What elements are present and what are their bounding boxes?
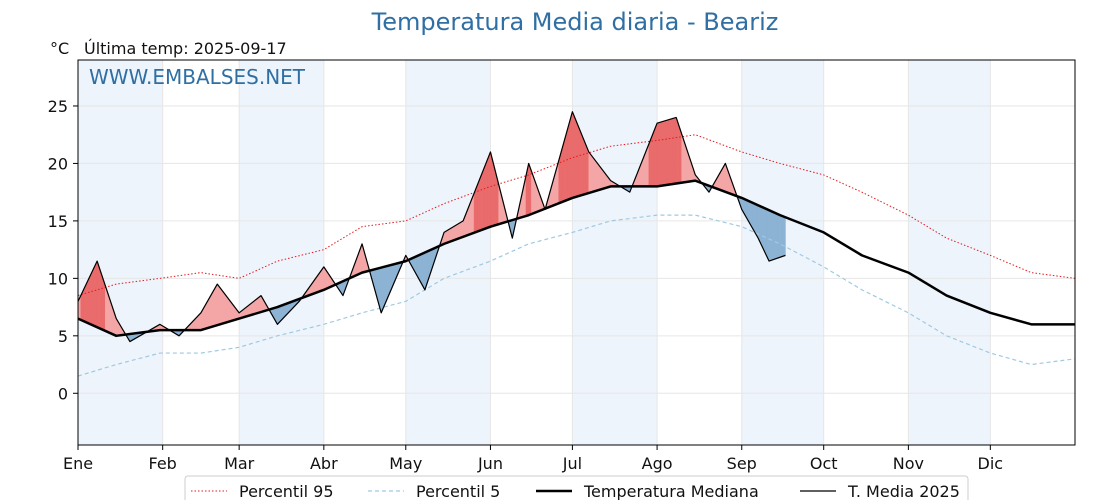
legend-label: T. Media 2025 xyxy=(847,482,960,500)
series-percentil-5 xyxy=(77,214,1076,377)
anomaly-fill xyxy=(214,283,218,327)
month-band xyxy=(405,60,491,445)
anomaly-fill xyxy=(782,215,786,257)
anomaly-fill xyxy=(219,286,224,325)
anomaly-fill xyxy=(662,120,666,186)
anomaly-fill xyxy=(91,266,95,327)
anomaly-fill xyxy=(476,179,480,233)
anomaly-fill xyxy=(482,165,486,231)
x-tick-label: Ago xyxy=(642,454,673,473)
x-tick-label: Sep xyxy=(727,454,757,473)
anomaly-fill xyxy=(96,261,101,329)
series-temperatura-mediana xyxy=(77,179,1075,338)
x-tick-label: Abr xyxy=(310,454,338,473)
x-tick-label: May xyxy=(389,454,422,473)
anomaly-fill xyxy=(484,158,488,230)
series-t-media-2025 xyxy=(77,111,786,343)
x-tick-label: Ene xyxy=(63,454,93,473)
anomaly-fill xyxy=(574,118,579,198)
anomaly-fill xyxy=(656,122,661,187)
last-temp-label: Última temp: 2025-09-17 xyxy=(84,39,287,58)
month-bands xyxy=(78,60,991,445)
x-tick-label: Dic xyxy=(978,454,1004,473)
anomaly-fill xyxy=(211,287,215,328)
y-tick-label: 5 xyxy=(58,327,68,346)
anomaly-fill xyxy=(763,207,767,256)
anomaly-fill xyxy=(451,225,456,242)
x-tick-label: Feb xyxy=(149,454,177,473)
anomaly-fill xyxy=(665,119,669,186)
anomaly-fill xyxy=(766,208,770,262)
anomaly-fill xyxy=(85,278,90,324)
y-tick-label: 25 xyxy=(48,97,68,116)
anomaly-fill xyxy=(222,290,226,324)
anomaly-fill xyxy=(768,209,773,262)
anomaly-fill xyxy=(94,261,98,328)
y-tick-label: 10 xyxy=(48,269,68,288)
plot-frame xyxy=(77,59,1076,446)
legend-label: Temperatura Mediana xyxy=(583,482,759,500)
month-band xyxy=(239,60,324,445)
anomaly-fill xyxy=(88,272,92,326)
anomaly-fill xyxy=(217,283,221,326)
anomaly-fill xyxy=(583,138,587,195)
y-unit-label: °C xyxy=(50,39,70,58)
anomaly-fill xyxy=(594,158,598,192)
legend: Percentil 95 Percentil 5 Temperatura Media… xyxy=(184,475,969,500)
month-band xyxy=(908,60,991,445)
anomaly-fill xyxy=(454,223,458,241)
y-tick-label: 0 xyxy=(58,384,68,403)
anomaly-fill xyxy=(596,161,600,191)
anomaly-fill xyxy=(577,125,581,197)
anomaly-fill xyxy=(479,172,483,232)
anomaly-fill xyxy=(421,252,426,291)
anomaly-fill xyxy=(588,151,592,194)
anomaly-fill xyxy=(777,213,781,259)
anomaly-fill xyxy=(654,123,658,187)
anomaly-fill xyxy=(460,220,464,239)
anomaly-fill xyxy=(569,111,573,200)
x-tick-label: Oct xyxy=(810,454,838,473)
y-tick-label: 20 xyxy=(48,154,68,173)
x-axis: Ene Feb Mar Abr May Jun Jul Ago Sep Oct Nov Dic xyxy=(63,445,1003,473)
anomaly-fill xyxy=(566,121,570,201)
month-band xyxy=(78,60,163,445)
anomaly-fill xyxy=(225,294,229,324)
anomaly-fill xyxy=(580,131,584,196)
anomaly-fill xyxy=(487,151,491,229)
anomaly-fill xyxy=(673,117,677,185)
anomaly-fill xyxy=(670,117,674,185)
anomaly-fill xyxy=(572,111,576,199)
chart-title: Temperatura Media diaria - Beariz xyxy=(371,8,779,36)
watermark-text: WWW.EMBALSES.NET xyxy=(89,65,306,89)
legend-label: Percentil 5 xyxy=(416,482,500,500)
x-tick-label: Jun xyxy=(477,454,503,473)
anomaly-fill xyxy=(99,269,103,331)
anomaly-fill xyxy=(667,118,671,186)
x-tick-label: Jul xyxy=(562,454,582,473)
x-tick-label: Nov xyxy=(893,454,924,473)
legend-box xyxy=(184,475,969,500)
anomaly-fill xyxy=(457,222,461,240)
anomaly-fill xyxy=(779,214,783,258)
anomaly-fill xyxy=(760,206,764,250)
x-tick-label: Mar xyxy=(224,454,255,473)
anomaly-fill xyxy=(774,212,778,260)
month-band xyxy=(572,60,658,445)
y-axis: 0 5 10 15 20 25 xyxy=(48,97,78,403)
legend-label: Percentil 95 xyxy=(239,482,334,500)
anomaly-fill xyxy=(771,211,775,261)
anomaly-fill xyxy=(591,154,595,193)
anomaly-fill xyxy=(585,145,590,195)
series-lines xyxy=(77,111,1076,377)
y-tick-label: 15 xyxy=(48,212,68,231)
anomaly-fill xyxy=(675,117,680,184)
anomaly-fill xyxy=(659,121,663,187)
anomaly-fill xyxy=(651,130,655,187)
